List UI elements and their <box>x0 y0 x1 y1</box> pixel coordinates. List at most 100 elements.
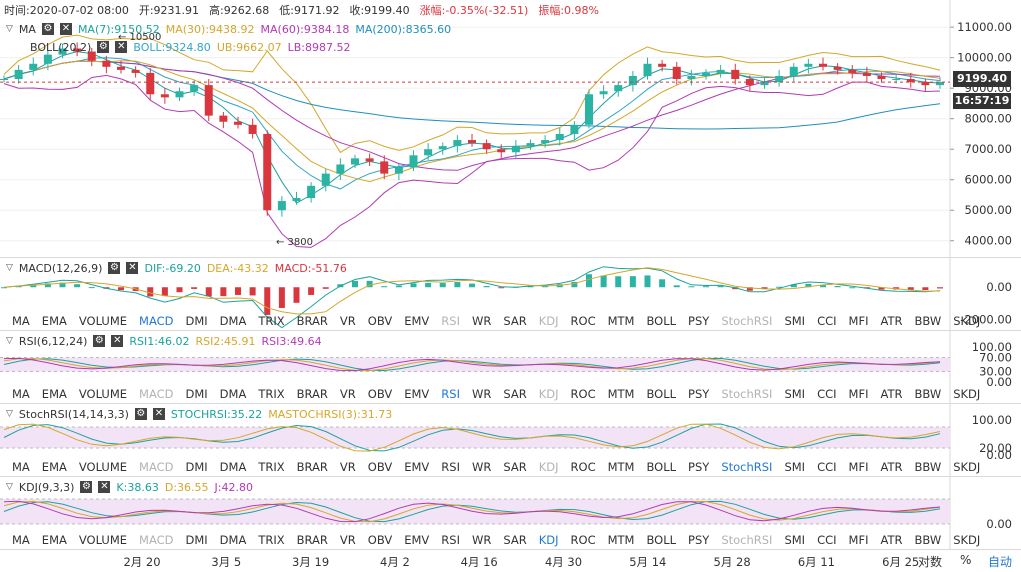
tab-ma[interactable]: MA <box>12 460 30 474</box>
tab-kdj[interactable]: KDJ <box>538 460 559 474</box>
gear-icon[interactable]: ⚙ <box>97 41 110 53</box>
gear-icon[interactable]: ⚙ <box>80 481 93 493</box>
tab-cci[interactable]: CCI <box>817 533 837 547</box>
tab-smi[interactable]: SMI <box>784 387 806 401</box>
tab-psy[interactable]: PSY <box>688 533 710 547</box>
tab-skdj[interactable]: SKDJ <box>953 314 981 328</box>
tab-kdj[interactable]: KDJ <box>538 533 559 547</box>
tab-mtm[interactable]: MTM <box>607 533 635 547</box>
close-icon[interactable]: ✕ <box>126 262 139 274</box>
tab-vr[interactable]: VR <box>339 387 356 401</box>
tab-volume[interactable]: VOLUME <box>78 533 128 547</box>
tab-cci[interactable]: CCI <box>817 314 837 328</box>
tab-rsi[interactable]: RSI <box>441 533 460 547</box>
gear-icon[interactable]: ⚙ <box>41 23 54 35</box>
tab-rsi[interactable]: RSI <box>441 387 460 401</box>
tab-vr[interactable]: VR <box>339 533 356 547</box>
tab-obv[interactable]: OBV <box>367 533 393 547</box>
chevron-down-icon[interactable]: ▽ <box>6 336 13 346</box>
tab-bbw[interactable]: BBW <box>914 460 942 474</box>
tab-cci[interactable]: CCI <box>817 387 837 401</box>
tab-wr[interactable]: WR <box>471 533 492 547</box>
close-icon[interactable]: ✕ <box>59 23 72 35</box>
chevron-down-icon[interactable]: ▽ <box>6 409 13 419</box>
tab-boll[interactable]: BOLL <box>646 460 677 474</box>
tab-boll[interactable]: BOLL <box>646 387 677 401</box>
tab-mtm[interactable]: MTM <box>607 460 635 474</box>
tab-ma[interactable]: MA <box>12 314 30 328</box>
tab-brar[interactable]: BRAR <box>296 460 328 474</box>
tab-ma[interactable]: MA <box>12 533 30 547</box>
tab-atr[interactable]: ATR <box>880 533 903 547</box>
tab-stochrsi[interactable]: StochRSI <box>721 314 773 328</box>
gear-icon[interactable]: ⚙ <box>134 408 147 420</box>
percent-scale-button[interactable]: % <box>960 553 972 567</box>
tab-bbw[interactable]: BBW <box>914 533 942 547</box>
tab-dma[interactable]: DMA <box>219 533 247 547</box>
tab-ema[interactable]: EMA <box>41 314 67 328</box>
tab-brar[interactable]: BRAR <box>296 533 328 547</box>
tab-sar[interactable]: SAR <box>503 533 527 547</box>
close-icon[interactable]: ✕ <box>111 335 124 347</box>
tab-mfi[interactable]: MFI <box>848 314 869 328</box>
tab-kdj[interactable]: KDJ <box>538 387 559 401</box>
tab-mfi[interactable]: MFI <box>848 387 869 401</box>
tab-dmi[interactable]: DMI <box>185 387 208 401</box>
tab-boll[interactable]: BOLL <box>646 314 677 328</box>
log-scale-button[interactable]: 对数 <box>918 555 943 569</box>
tab-stochrsi[interactable]: StochRSI <box>721 387 773 401</box>
tab-psy[interactable]: PSY <box>688 314 710 328</box>
tab-volume[interactable]: VOLUME <box>78 387 128 401</box>
tab-brar[interactable]: BRAR <box>296 387 328 401</box>
tab-cci[interactable]: CCI <box>817 460 837 474</box>
tab-sar[interactable]: SAR <box>503 460 527 474</box>
tab-smi[interactable]: SMI <box>784 533 806 547</box>
tab-mfi[interactable]: MFI <box>848 460 869 474</box>
gear-icon[interactable]: ⚙ <box>93 335 106 347</box>
tab-dmi[interactable]: DMI <box>185 314 208 328</box>
tab-skdj[interactable]: SKDJ <box>953 460 981 474</box>
tab-obv[interactable]: OBV <box>367 460 393 474</box>
tab-trix[interactable]: TRIX <box>258 387 285 401</box>
tab-atr[interactable]: ATR <box>880 387 903 401</box>
tab-ema[interactable]: EMA <box>41 387 67 401</box>
tab-roc[interactable]: ROC <box>570 533 596 547</box>
tab-macd[interactable]: MACD <box>139 387 174 401</box>
tab-vr[interactable]: VR <box>339 314 356 328</box>
tab-roc[interactable]: ROC <box>570 314 596 328</box>
tab-sar[interactable]: SAR <box>503 314 527 328</box>
tab-obv[interactable]: OBV <box>367 387 393 401</box>
tab-roc[interactable]: ROC <box>570 460 596 474</box>
tab-emv[interactable]: EMV <box>404 533 430 547</box>
tab-psy[interactable]: PSY <box>688 460 710 474</box>
tab-wr[interactable]: WR <box>471 314 492 328</box>
chevron-down-icon[interactable]: ▽ <box>6 482 13 492</box>
tab-smi[interactable]: SMI <box>784 314 806 328</box>
tab-emv[interactable]: EMV <box>404 314 430 328</box>
tab-brar[interactable]: BRAR <box>296 314 328 328</box>
tab-mtm[interactable]: MTM <box>607 314 635 328</box>
tab-roc[interactable]: ROC <box>570 387 596 401</box>
tab-smi[interactable]: SMI <box>784 460 806 474</box>
tab-atr[interactable]: ATR <box>880 460 903 474</box>
tab-volume[interactable]: VOLUME <box>78 314 128 328</box>
tab-vr[interactable]: VR <box>339 460 356 474</box>
tab-bbw[interactable]: BBW <box>914 314 942 328</box>
chevron-down-icon[interactable]: ▽ <box>6 263 13 273</box>
tab-emv[interactable]: EMV <box>404 460 430 474</box>
tab-macd[interactable]: MACD <box>139 533 174 547</box>
chevron-down-icon[interactable]: ▽ <box>6 24 13 34</box>
tab-mtm[interactable]: MTM <box>607 387 635 401</box>
tab-wr[interactable]: WR <box>471 460 492 474</box>
tab-dma[interactable]: DMA <box>219 387 247 401</box>
tab-atr[interactable]: ATR <box>880 314 903 328</box>
tab-rsi[interactable]: RSI <box>441 314 460 328</box>
tab-macd[interactable]: MACD <box>139 460 174 474</box>
tab-wr[interactable]: WR <box>471 387 492 401</box>
tab-trix[interactable]: TRIX <box>258 314 285 328</box>
tab-ema[interactable]: EMA <box>41 460 67 474</box>
tab-emv[interactable]: EMV <box>404 387 430 401</box>
tab-obv[interactable]: OBV <box>367 314 393 328</box>
close-icon[interactable]: ✕ <box>98 481 111 493</box>
tab-dmi[interactable]: DMI <box>185 533 208 547</box>
